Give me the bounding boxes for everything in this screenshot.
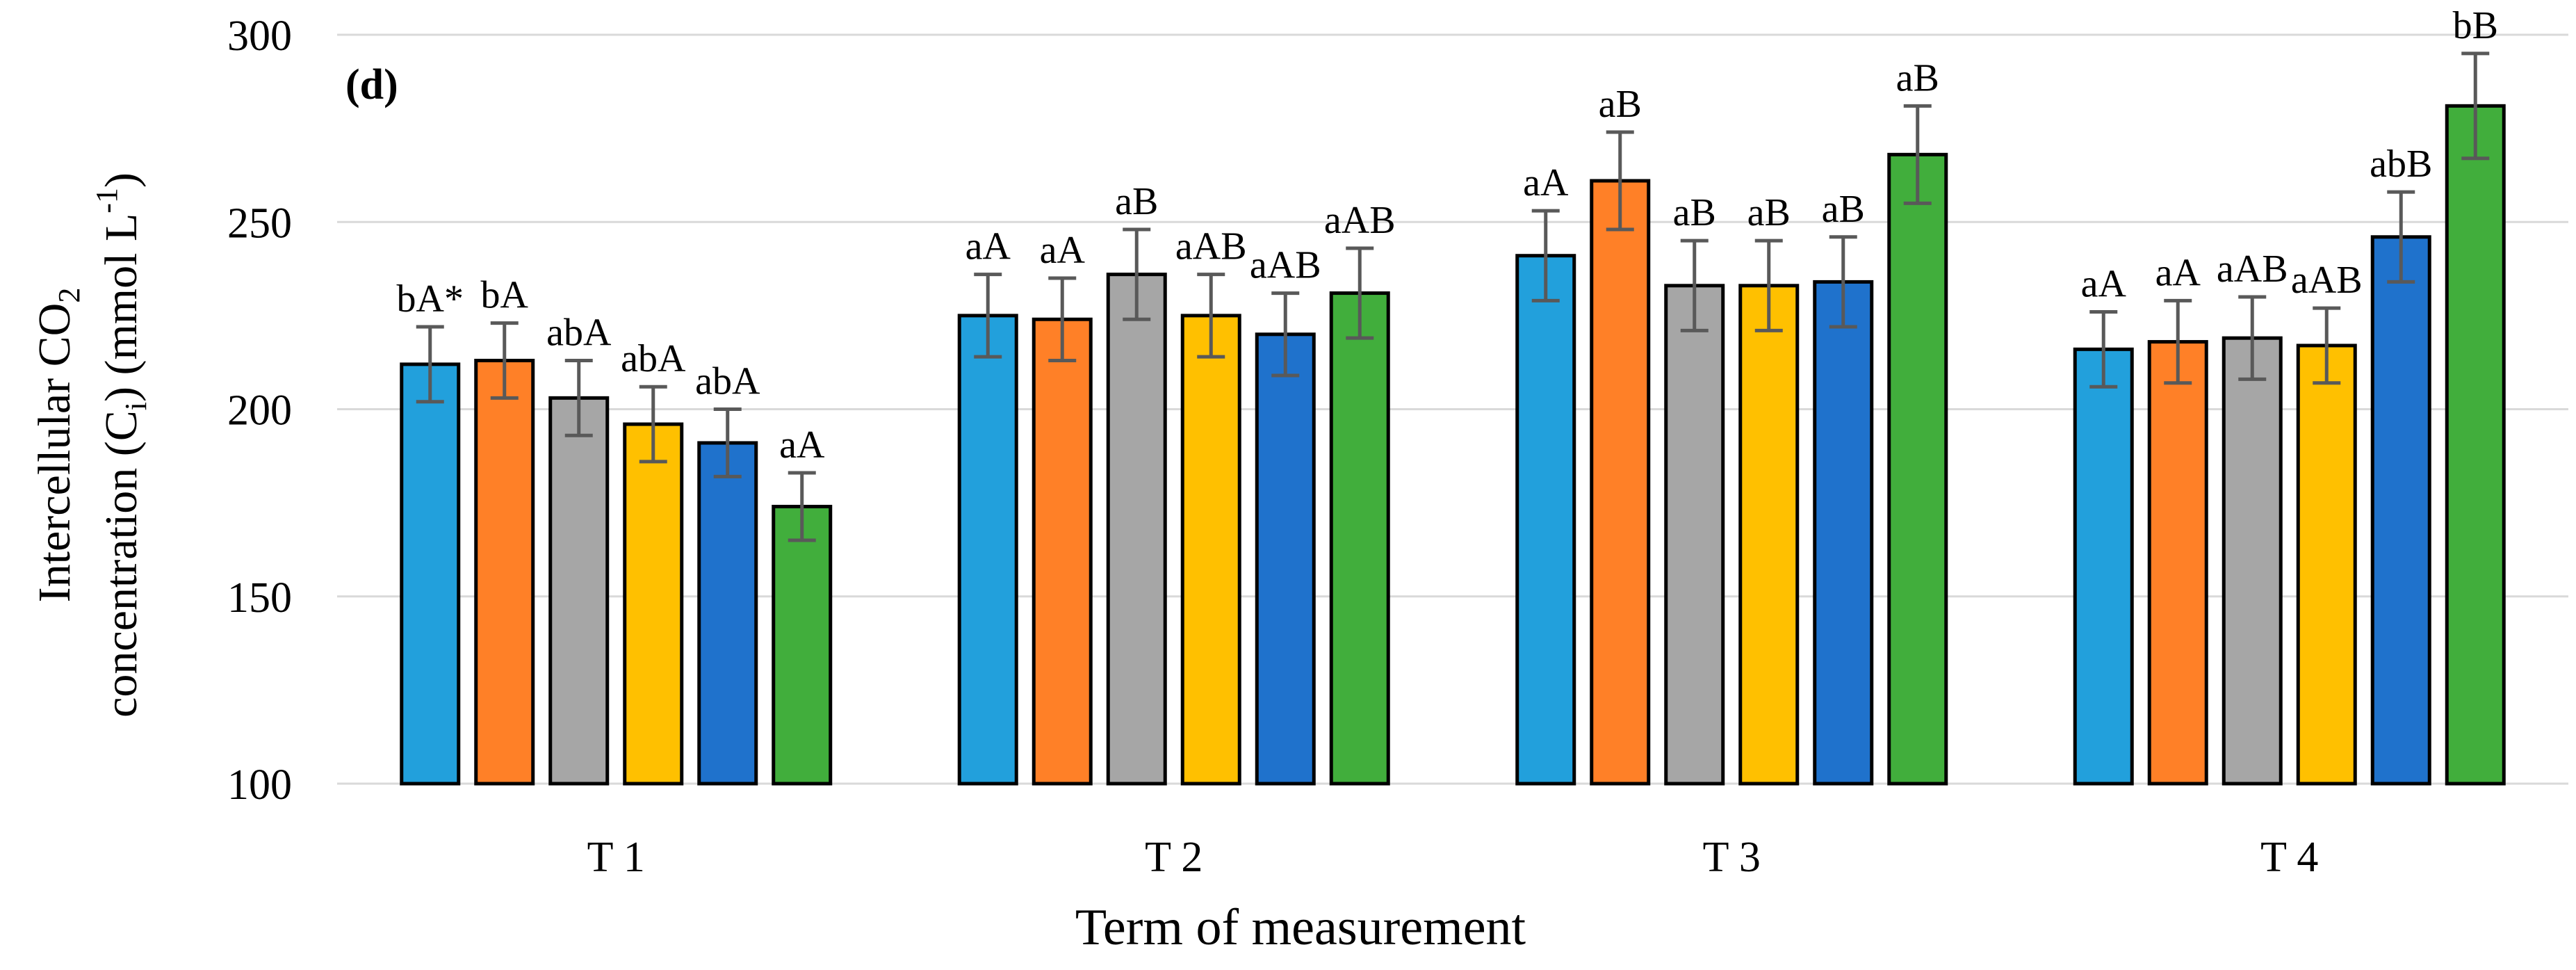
y-tick-label: 150 — [227, 574, 292, 622]
bar-annotation: aAB — [1175, 225, 1247, 268]
bar-annotation: aB — [1822, 188, 1865, 231]
bar-annotation: bA — [481, 274, 529, 317]
bar-annotation: aB — [1896, 56, 1939, 99]
error-bar — [2238, 295, 2267, 381]
bar — [1329, 291, 1390, 786]
y-axis-title-line2-sub: i — [119, 402, 153, 410]
panel-label: (d) — [345, 61, 398, 108]
error-bar — [1903, 104, 1932, 205]
bar — [957, 314, 1018, 786]
y-axis-title-line2-b: ) (mmol L — [96, 213, 147, 402]
y-axis-title: Intercellular CO2 concentration (Ci) (mm… — [29, 172, 153, 718]
bar — [1887, 152, 1948, 786]
error-bar — [713, 407, 742, 478]
bar-annotation: abA — [695, 360, 760, 403]
bar-annotation: bA* — [397, 277, 464, 321]
y-axis-title-line2-a: concentration (C — [96, 410, 147, 718]
bar — [1032, 317, 1093, 786]
bar-annotation: aB — [1599, 83, 1642, 126]
bar-annotation: aB — [1673, 191, 1716, 234]
y-axis-title-line2-c: ) — [96, 172, 147, 188]
bar — [1590, 179, 1651, 786]
y-axis-title-line2-sup: -1 — [90, 188, 124, 213]
bar-annotation: aAB — [2217, 248, 2288, 291]
bar — [2445, 104, 2506, 786]
error-bar — [1606, 130, 1634, 232]
error-bar — [1754, 239, 1783, 332]
error-bar — [2089, 309, 2118, 389]
bar-annotation: aAB — [1250, 244, 1321, 287]
error-bar — [1197, 273, 1225, 359]
bar-annotation: bB — [2453, 4, 2498, 47]
bar — [623, 422, 684, 786]
bar-annotation: abB — [2370, 143, 2432, 186]
bar — [2073, 347, 2134, 786]
bar — [1106, 273, 1167, 786]
error-bar — [1123, 227, 1151, 321]
bar — [2370, 235, 2431, 786]
error-bar — [2461, 51, 2490, 161]
bar — [1255, 332, 1316, 786]
bar — [400, 362, 461, 786]
error-bar — [1271, 291, 1300, 378]
error-bar — [639, 385, 667, 464]
y-axis-title-line1-sub: 2 — [52, 288, 86, 303]
bar-annotation: aAB — [2291, 259, 2363, 302]
y-tick-label: 100 — [227, 761, 292, 809]
bar-annotation: aA — [1523, 161, 1569, 204]
x-tick-label: T 3 — [1703, 834, 1761, 881]
error-bar — [416, 325, 444, 404]
error-bar — [1346, 246, 1374, 340]
error-bar — [1829, 235, 1857, 329]
error-bar — [1680, 239, 1709, 332]
bar-annotation: aA — [2081, 262, 2127, 305]
bar-annotation: abA — [546, 311, 612, 354]
error-bar — [974, 273, 1002, 359]
error-bars — [416, 51, 2490, 542]
bar — [2296, 343, 2357, 786]
error-bar — [2387, 190, 2415, 284]
error-bar — [1531, 209, 1560, 302]
y-tick-labels: 100 150 200 250 300 — [227, 13, 292, 809]
bar — [1664, 284, 1725, 786]
bar — [2222, 336, 2283, 786]
svg-text:Intercellular CO2: Intercellular CO2 — [29, 288, 86, 603]
bar — [474, 358, 535, 786]
error-bar — [1048, 276, 1077, 362]
y-tick-label: 200 — [227, 387, 292, 435]
bar-annotation: aB — [1747, 191, 1791, 234]
bar — [1515, 254, 1576, 786]
y-tick-label: 250 — [227, 200, 292, 247]
bar-annotation: aAB — [1324, 199, 1396, 242]
bar — [697, 441, 758, 786]
x-axis-title: Term of measurement — [1075, 899, 1526, 956]
bar — [1180, 314, 1241, 786]
bar — [2147, 340, 2208, 786]
error-bar — [564, 358, 593, 437]
bar-annotation: aA — [779, 423, 825, 467]
error-bar — [2164, 298, 2192, 385]
bar — [1738, 284, 1800, 786]
svg-text:concentration (Ci) (mmol L-1): concentration (Ci) (mmol L-1) — [90, 172, 153, 718]
x-tick-label: T 2 — [1145, 834, 1203, 881]
error-bar — [490, 321, 519, 400]
bar-annotation: aA — [1040, 229, 1086, 272]
error-bar — [788, 471, 816, 542]
x-tick-label: T 4 — [2260, 834, 2318, 881]
bar-annotation: aA — [2155, 251, 2201, 294]
y-tick-label: 300 — [227, 13, 292, 60]
error-bar — [2313, 306, 2341, 385]
bar-annotation: abA — [621, 337, 686, 380]
x-tick-labels: T 1 T 2 T 3 T 4 — [587, 834, 2319, 881]
bar-annotation: aA — [965, 225, 1011, 268]
bar-annotation: aB — [1115, 180, 1158, 223]
bar — [1813, 280, 1874, 786]
x-tick-label: T 1 — [587, 834, 645, 881]
bar — [772, 505, 833, 786]
y-axis-title-line1: Intercellular CO — [29, 303, 80, 603]
bar — [548, 396, 610, 786]
